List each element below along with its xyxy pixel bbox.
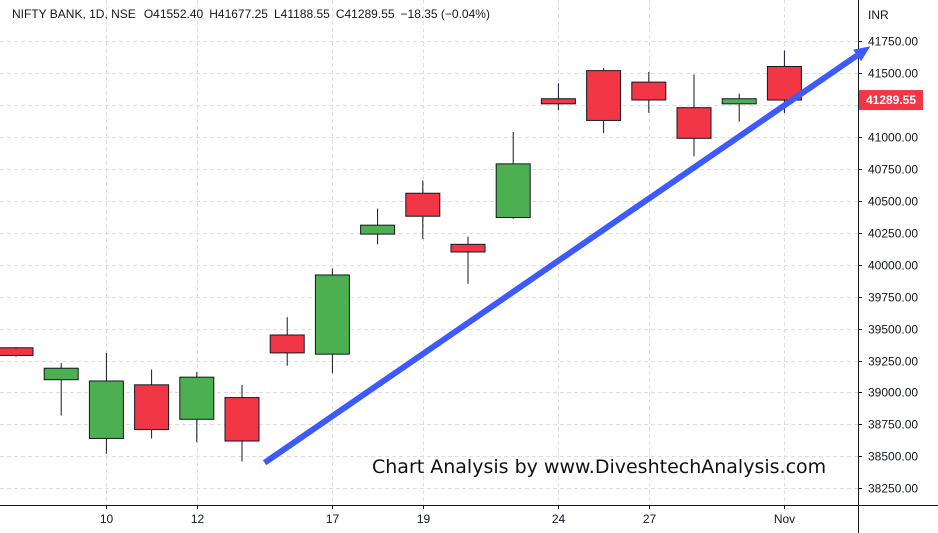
time-tick-label: 12: [191, 512, 205, 526]
price-tick-label: 38250.00: [868, 482, 918, 496]
candle-body: [134, 384, 170, 431]
candle-up[interactable]: [495, 131, 531, 219]
price-tick-label: 41000.00: [868, 131, 918, 145]
candle-down[interactable]: [269, 317, 305, 366]
close-value: 41289.55: [344, 7, 394, 21]
candle-body: [314, 274, 350, 355]
legend-header: NIFTY BANK, 1D, NSE O41552.40 H41677.25 L41…: [12, 7, 490, 21]
price-tick-label: 40000.00: [868, 259, 918, 273]
candle-down[interactable]: [540, 83, 576, 111]
candle-down[interactable]: [224, 384, 260, 462]
candle-body: [43, 367, 79, 381]
candle-up[interactable]: [721, 93, 757, 122]
candle-down[interactable]: [405, 180, 441, 240]
price-axis-labels: 38250.00 38500.00 38750.00 39000.00 39250.00…: [858, 35, 918, 496]
price-tick-label: 39000.00: [868, 386, 918, 400]
candle-body: [540, 98, 576, 105]
candle-body: [721, 98, 757, 105]
price-tick-label: 41500.00: [868, 67, 918, 81]
candle-body: [631, 81, 667, 101]
low-label: L: [274, 7, 281, 21]
candle-body: [405, 192, 441, 217]
candle-body: [360, 224, 396, 235]
candle-body: [586, 70, 622, 121]
current-price-tag: 41289.55: [859, 90, 923, 111]
price-tick-label: 40250.00: [868, 227, 918, 241]
ohlc-header: NIFTY BANK, 1D, NSE O41552.40 H41677.25 L41…: [12, 7, 490, 21]
candle-down[interactable]: [631, 71, 667, 113]
grid-lines: [0, 0, 858, 505]
high-value: 41677.25: [218, 7, 268, 21]
candle-body: [0, 347, 34, 356]
open-value: 41552.40: [153, 7, 203, 21]
candle-body: [676, 107, 712, 139]
price-tick-label: 38750.00: [868, 418, 918, 432]
candle-body: [450, 243, 486, 253]
candle-up[interactable]: [88, 352, 124, 454]
candle-up[interactable]: [43, 363, 79, 416]
trendline-arrowhead: [853, 46, 871, 62]
candle-body: [269, 334, 305, 354]
low-value: 41188.55: [281, 7, 330, 21]
price-tick-label: 38500.00: [868, 450, 918, 464]
candle-body: [224, 397, 260, 442]
trendline-arrow[interactable]: [262, 46, 871, 466]
time-axis-labels: 10 12 17 19 24 27 Nov: [100, 505, 795, 526]
time-tick-label: 24: [552, 512, 566, 526]
price-tick-label: 39750.00: [868, 291, 918, 305]
candle-body: [179, 376, 215, 420]
price-tick-label: 39250.00: [868, 355, 918, 369]
candle-down[interactable]: [586, 68, 622, 134]
symbol-label: NIFTY BANK, 1D, NSE: [12, 7, 136, 21]
current-price-label: 41289.55: [866, 93, 916, 107]
candles[interactable]: [0, 50, 802, 462]
open-label: O: [144, 7, 153, 21]
price-tick-label: 40500.00: [868, 195, 918, 209]
time-tick-label: 27: [643, 512, 657, 526]
candle-body: [88, 380, 124, 439]
time-tick-label: 10: [100, 512, 114, 526]
price-tick-label: 41750.00: [868, 35, 918, 49]
time-tick-label: 19: [417, 512, 431, 526]
time-tick-label: Nov: [774, 512, 795, 526]
candle-up[interactable]: [179, 372, 215, 443]
candle-up[interactable]: [360, 208, 396, 245]
candle-down[interactable]: [0, 347, 34, 357]
change-value: −18.35 (−0.04%): [401, 7, 490, 21]
close-label: C: [336, 7, 345, 21]
candle-body: [495, 163, 531, 219]
trendline[interactable]: [262, 52, 859, 466]
candle-down[interactable]: [676, 74, 712, 157]
high-label: H: [209, 7, 218, 21]
currency-label: INR: [868, 8, 889, 22]
candle-up[interactable]: [314, 268, 350, 374]
current-price-tag-bg: [859, 90, 923, 111]
price-tick-label: 39500.00: [868, 323, 918, 337]
price-tick-label: 40750.00: [868, 163, 918, 177]
time-tick-label: 17: [326, 512, 340, 526]
watermark-text: Chart Analysis by www.DiveshtechAnalysis…: [372, 456, 826, 478]
candle-down[interactable]: [134, 369, 170, 439]
candle-down[interactable]: [450, 236, 486, 284]
